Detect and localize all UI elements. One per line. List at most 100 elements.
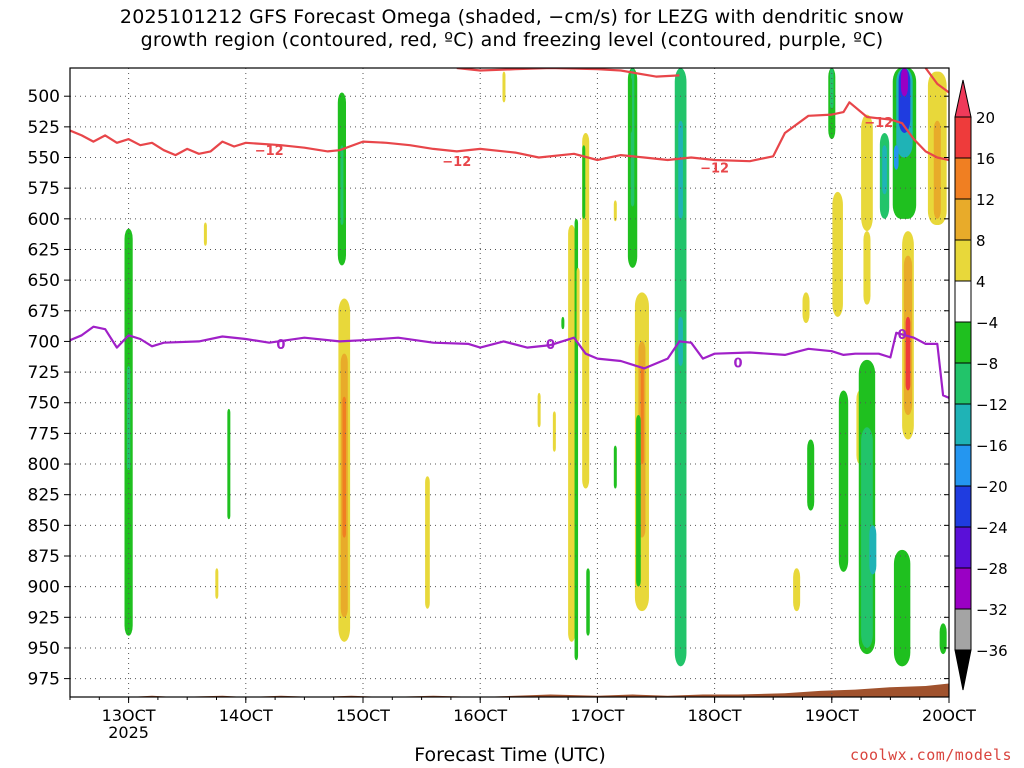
colorbar-band bbox=[954, 403, 972, 446]
x-axis-label: Forecast Time (UTC) bbox=[414, 744, 606, 766]
contour-line bbox=[924, 68, 949, 94]
x-tick-label: 20OCT bbox=[922, 706, 976, 725]
plot-background bbox=[70, 68, 949, 697]
contour-label: −12 bbox=[700, 161, 729, 176]
x-tick-label: 14OCT bbox=[219, 706, 273, 725]
colorbar-band bbox=[954, 444, 972, 487]
omega-region bbox=[552, 411, 556, 452]
omega-region bbox=[586, 568, 590, 636]
omega-region bbox=[674, 68, 687, 667]
chart-title: 2025101212 GFS Forecast Omega (shaded, −… bbox=[0, 6, 1024, 52]
y-tick-label: 750 bbox=[28, 394, 60, 414]
omega-region bbox=[636, 414, 641, 587]
omega-region bbox=[425, 476, 430, 609]
contour-line bbox=[70, 101, 949, 163]
omega-region bbox=[802, 292, 810, 324]
omega-region bbox=[869, 525, 877, 575]
omega-region bbox=[900, 68, 908, 97]
colorbar-band bbox=[954, 526, 972, 569]
contour-label: 0 bbox=[546, 338, 555, 353]
terrain-area bbox=[70, 683, 949, 697]
omega-region bbox=[893, 549, 911, 667]
omega-region bbox=[568, 224, 576, 642]
contour-label: 0 bbox=[734, 356, 743, 371]
y-tick-label: 850 bbox=[28, 516, 60, 536]
x-tick-label: 15OCT bbox=[336, 706, 390, 725]
y-tick-label: 725 bbox=[28, 363, 60, 383]
y-tick-label: 975 bbox=[28, 670, 60, 690]
omega-region bbox=[832, 191, 843, 317]
terrain bbox=[70, 683, 949, 697]
colorbar-band bbox=[954, 567, 972, 610]
colorbar-band bbox=[954, 280, 972, 323]
credit-text: coolwx.com/models bbox=[849, 746, 1012, 764]
colorbar-label: 20 bbox=[976, 109, 995, 127]
omega-region bbox=[203, 222, 207, 246]
chart-title-line1: 2025101212 GFS Forecast Omega (shaded, −… bbox=[119, 6, 905, 28]
colorbar-bottom-arrow bbox=[954, 649, 972, 691]
omega-region bbox=[838, 390, 849, 572]
contour-lines bbox=[70, 68, 949, 399]
omega-region bbox=[502, 71, 506, 103]
colorbar-label: 16 bbox=[976, 150, 995, 168]
omega-shading bbox=[124, 68, 947, 667]
colorbar-label: −4 bbox=[976, 314, 998, 332]
omega-region bbox=[613, 445, 617, 489]
omega-region bbox=[861, 427, 873, 648]
colorbar-band bbox=[954, 608, 972, 651]
contour-label: −12 bbox=[442, 155, 471, 170]
y-tick-label: 825 bbox=[28, 486, 60, 506]
colorbar-band bbox=[954, 485, 972, 528]
y-tick-label: 550 bbox=[28, 149, 60, 169]
omega-region bbox=[227, 408, 231, 520]
y-tick-label: 800 bbox=[28, 455, 60, 475]
omega-region bbox=[561, 316, 565, 330]
colorbar-label: −32 bbox=[976, 601, 1008, 619]
colorbar-band bbox=[954, 157, 972, 200]
y-tick-label: 500 bbox=[28, 87, 60, 107]
omega-region bbox=[629, 77, 633, 133]
colorbar-legend: 20 16 12 8 4 −4 −8 −12 −16 −20 −24 −28 −32 −36 bbox=[954, 79, 1008, 691]
omega-region bbox=[863, 231, 871, 305]
colorbar-band bbox=[954, 198, 972, 241]
contour-labels: −12 −12 −12 −12 0 0 0 0 bbox=[255, 116, 907, 371]
omega-region bbox=[582, 145, 586, 219]
y-tick-label: 675 bbox=[28, 302, 60, 322]
omega-region bbox=[340, 145, 344, 225]
contour-label: 0 bbox=[898, 328, 907, 343]
colorbar-label: −16 bbox=[976, 437, 1008, 455]
omega-region bbox=[793, 568, 801, 612]
colorbar-label: 12 bbox=[976, 191, 995, 209]
omega-region bbox=[342, 396, 347, 538]
colorbar-label: 8 bbox=[976, 232, 986, 250]
x-tick-label: 18OCT bbox=[688, 706, 742, 725]
colorbar-label: −12 bbox=[976, 396, 1008, 414]
colorbar-top-arrow bbox=[954, 79, 972, 118]
y-tick-label: 575 bbox=[28, 179, 60, 199]
contour-line bbox=[70, 325, 949, 399]
y-axis: 500 525 550 575 600 625 650 675 700 725 750 775 800 8… bbox=[28, 87, 949, 690]
omega-region bbox=[807, 439, 815, 511]
x-tick-label: 19OCT bbox=[805, 706, 859, 725]
y-tick-label: 925 bbox=[28, 608, 60, 628]
omega-region bbox=[861, 114, 873, 232]
y-tick-label: 650 bbox=[28, 271, 60, 291]
colorbar-label: −24 bbox=[976, 519, 1008, 537]
colorbar-band bbox=[954, 321, 972, 364]
y-tick-label: 875 bbox=[28, 547, 60, 567]
x-tick-sublabel: 2025 bbox=[108, 723, 149, 742]
contour-label: −12 bbox=[255, 144, 284, 159]
contour-label: −12 bbox=[864, 116, 893, 131]
y-tick-label: 700 bbox=[28, 332, 60, 352]
colorbar-label: −36 bbox=[976, 642, 1008, 660]
y-tick-label: 525 bbox=[28, 118, 60, 138]
x-tick-label: 13OCT bbox=[102, 706, 156, 725]
omega-region bbox=[640, 365, 644, 465]
colorbar-band bbox=[954, 362, 972, 405]
omega-region bbox=[882, 145, 887, 195]
y-tick-label: 775 bbox=[28, 424, 60, 444]
colorbar-band bbox=[954, 116, 972, 159]
y-tick-label: 600 bbox=[28, 210, 60, 230]
colorbar-label: −20 bbox=[976, 478, 1008, 496]
